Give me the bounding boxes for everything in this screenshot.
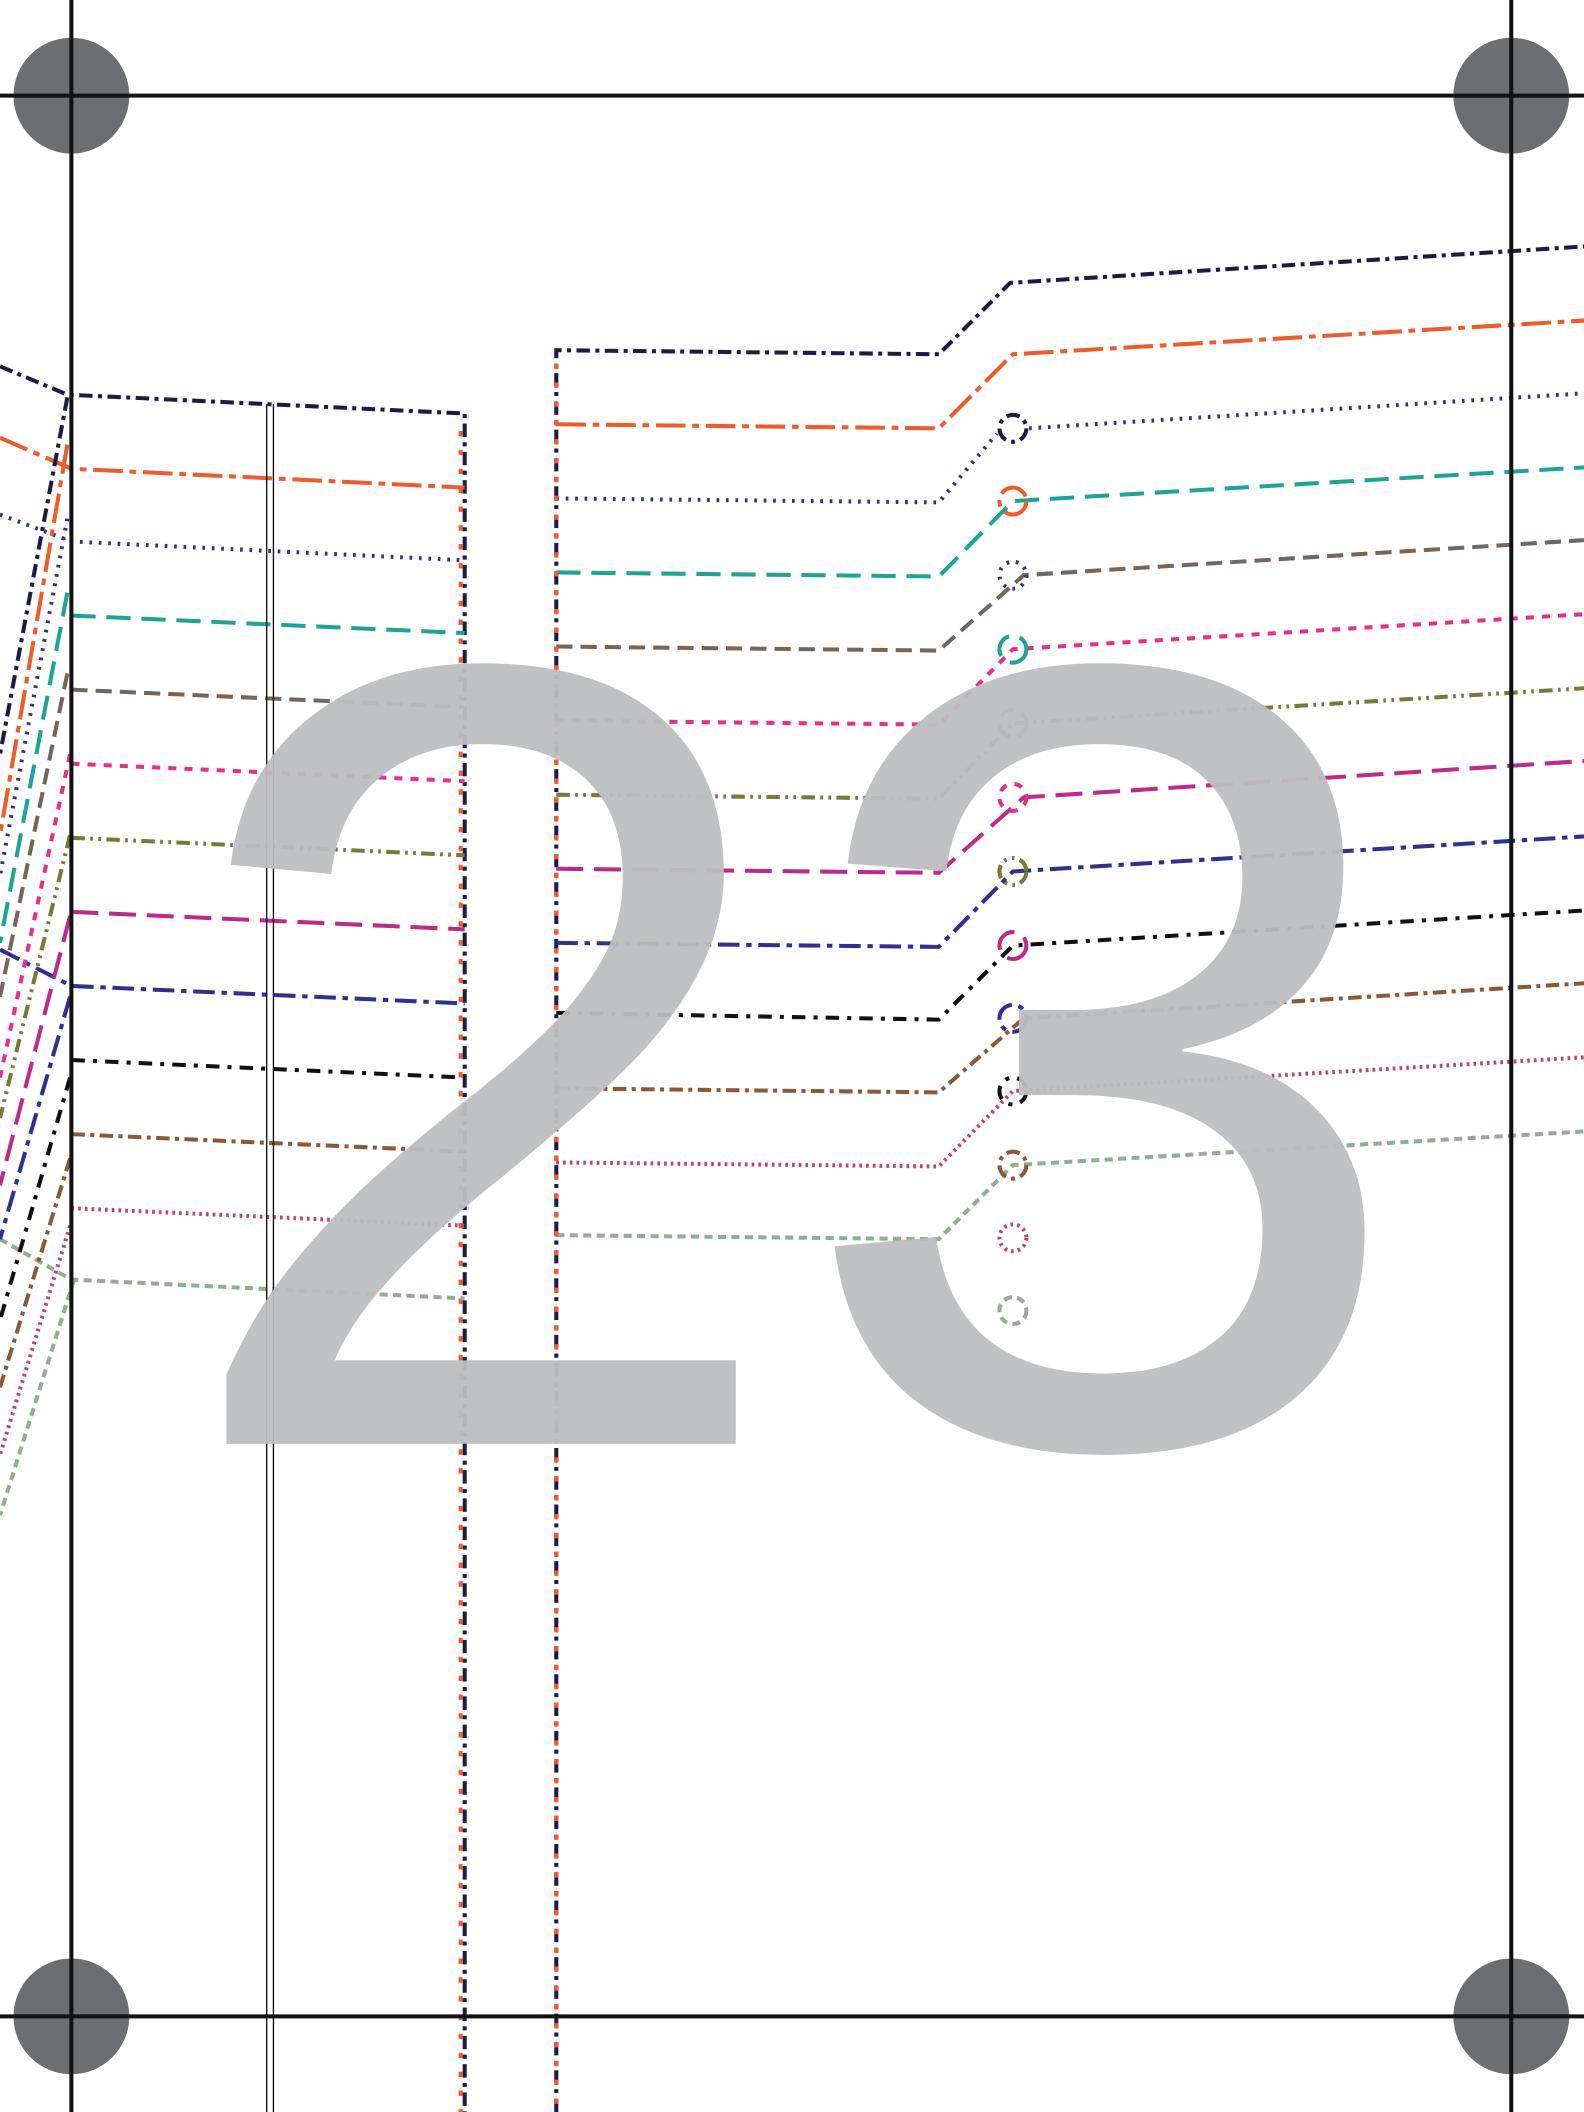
size-line xyxy=(0,947,465,1006)
size-line xyxy=(71,1206,465,1228)
notch xyxy=(997,1002,1029,1034)
size-line xyxy=(556,318,1584,431)
notch xyxy=(997,930,1029,962)
slant-line xyxy=(0,834,73,1119)
notch xyxy=(997,633,1029,665)
size-line xyxy=(1028,391,1584,431)
slant-line xyxy=(0,518,70,876)
notch xyxy=(997,1149,1029,1181)
slant-line xyxy=(0,753,73,1078)
pattern-right xyxy=(554,244,1584,2112)
size-line xyxy=(71,835,465,858)
slant-line xyxy=(0,996,72,1240)
slant-line xyxy=(0,444,70,836)
size-line xyxy=(71,909,465,932)
slant-line xyxy=(0,673,70,998)
notch xyxy=(997,485,1029,517)
notch xyxy=(997,559,1029,591)
slant-line xyxy=(0,592,70,944)
slant-line xyxy=(0,915,72,1186)
size-line xyxy=(556,834,1584,949)
page-number: 23 xyxy=(170,432,1414,1681)
notch xyxy=(997,412,1029,444)
notches xyxy=(997,412,1029,1327)
slant-line xyxy=(0,396,70,755)
notch xyxy=(997,781,1029,813)
slant-line xyxy=(0,1076,72,1321)
size-line xyxy=(556,465,1584,579)
cut-line xyxy=(0,364,467,2112)
notch xyxy=(997,855,1029,887)
slant-line xyxy=(0,1157,72,1388)
cut-line xyxy=(554,244,1584,2112)
notch xyxy=(997,1075,1029,1107)
size-line xyxy=(71,1058,465,1080)
size-line xyxy=(71,687,465,710)
notch xyxy=(997,707,1029,739)
size-line xyxy=(556,759,1584,875)
size-line xyxy=(71,1132,465,1154)
size-line xyxy=(71,761,465,784)
size-line xyxy=(556,981,1584,1095)
size-line xyxy=(71,613,465,636)
notch xyxy=(997,1295,1029,1327)
size-line xyxy=(556,538,1584,653)
slant-line xyxy=(0,1278,77,1516)
size-line xyxy=(556,686,1584,801)
notch xyxy=(997,1222,1029,1254)
size-line xyxy=(556,908,1584,1022)
size-line xyxy=(556,1129,1584,1242)
